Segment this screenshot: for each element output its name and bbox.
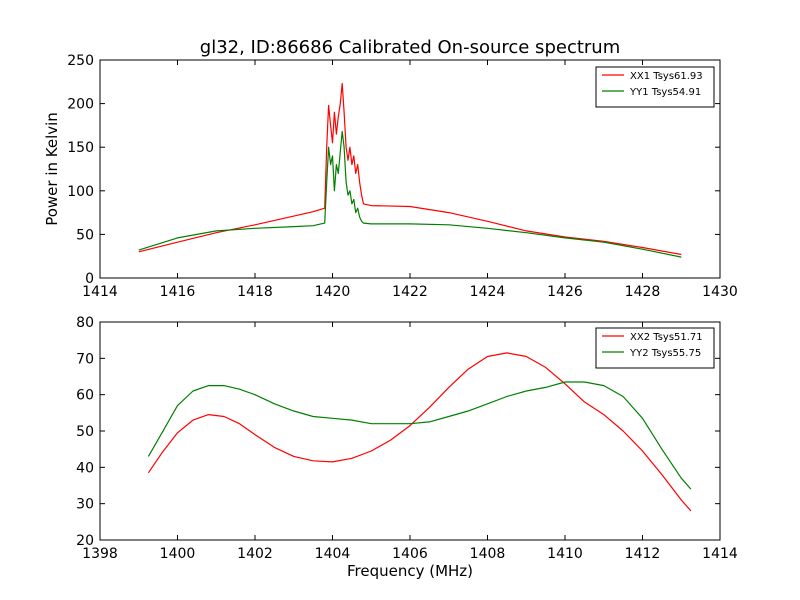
top-panel: 1414 1416 1418 1420 1422 1424 1426 1428 1430 0 50 1… — [67, 53, 738, 300]
bottom-y-tick-label: 80 — [76, 315, 94, 331]
bottom-y-tick-label: 20 — [76, 533, 94, 549]
top-y-tick-label: 0 — [85, 271, 94, 287]
top-y-tick-label: 150 — [67, 140, 94, 156]
bottom-legend-label-2: YY2 Tsys55.75 — [629, 348, 701, 359]
bottom-y-tick-label: 70 — [76, 351, 94, 367]
top-x-tick-label: 1428 — [625, 284, 661, 300]
bottom-x-tick-label: 1404 — [315, 546, 351, 562]
bottom-x-tick-label: 1410 — [547, 546, 583, 562]
top-x-tick-label: 1414 — [82, 284, 118, 300]
top-x-tick-label: 1422 — [392, 284, 428, 300]
bottom-legend-label-1: XX2 Tsys51.71 — [630, 332, 703, 343]
bottom-x-tick-label: 1406 — [392, 546, 428, 562]
top-series-line-1 — [138, 82, 682, 256]
bottom-x-tick-label: 1400 — [160, 546, 196, 562]
top-y-tick-label: 250 — [67, 53, 94, 69]
bottom-legend: XX2 Tsys51.71 YY2 Tsys55.75 — [595, 327, 715, 369]
bottom-series-line-2 — [147, 381, 692, 490]
top-legend-label-1: XX1 Tsys61.93 — [630, 71, 703, 82]
top-legend-label-2: YY1 Tsys54.91 — [629, 87, 701, 98]
bottom-x-axis-label: Frequency (MHz) — [347, 562, 473, 580]
top-x-tick-label: 1420 — [315, 284, 351, 300]
top-x-tick-label: 1418 — [237, 284, 273, 300]
top-legend: XX1 Tsys61.93 YY1 Tsys54.91 — [595, 66, 715, 108]
top-x-tick-label: 1424 — [470, 284, 506, 300]
bottom-x-tick-label: 1402 — [237, 546, 273, 562]
top-y-tick-label: 50 — [76, 227, 94, 243]
bottom-x-tick-label: 1414 — [702, 546, 738, 562]
bottom-y-tick-label: 40 — [76, 460, 94, 476]
top-legend-box — [595, 66, 715, 108]
top-x-tick-label: 1426 — [547, 284, 583, 300]
top-series-line-2 — [138, 130, 682, 258]
chart-title: gl32, ID:86686 Calibrated On-source spec… — [200, 37, 620, 58]
bottom-x-tick-label: 1398 — [82, 546, 118, 562]
bottom-series-line-1 — [147, 352, 692, 512]
top-y-tick-label: 100 — [67, 184, 94, 200]
bottom-y-tick-label: 60 — [76, 388, 94, 404]
bottom-y-tick-label: 50 — [76, 424, 94, 440]
bottom-x-tick-label: 1408 — [470, 546, 506, 562]
top-x-tick-label: 1430 — [702, 284, 738, 300]
bottom-y-tick-label: 30 — [76, 497, 94, 513]
bottom-legend-box — [595, 327, 715, 369]
top-y-tick-label: 200 — [67, 97, 94, 113]
bottom-panel: 1398 1400 1402 1404 1406 1408 1410 1412 1414 20 30… — [76, 315, 738, 562]
top-x-tick-label: 1416 — [160, 284, 196, 300]
bottom-x-tick-label: 1412 — [625, 546, 661, 562]
top-y-axis-label: Power in Kelvin — [43, 112, 61, 226]
